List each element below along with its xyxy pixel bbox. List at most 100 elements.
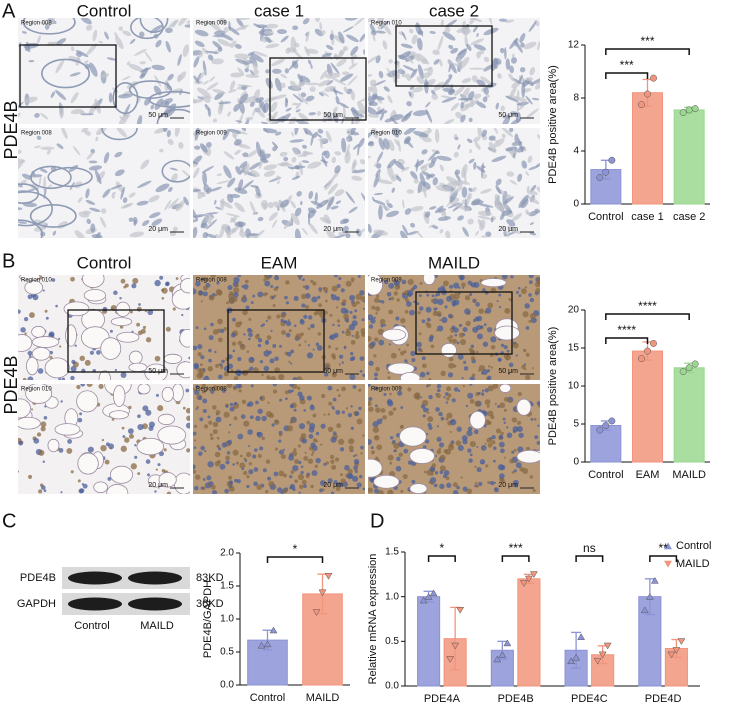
cell bbox=[121, 426, 125, 430]
cell bbox=[411, 357, 416, 363]
micrograph bbox=[368, 384, 540, 494]
cell bbox=[358, 138, 365, 148]
cell bbox=[137, 423, 144, 431]
column-title: case 1 bbox=[254, 1, 304, 20]
cell bbox=[305, 474, 310, 479]
cell bbox=[446, 397, 450, 401]
cell bbox=[263, 365, 270, 372]
cell bbox=[70, 46, 75, 52]
cell bbox=[85, 200, 96, 205]
cell bbox=[220, 366, 224, 370]
bar bbox=[632, 92, 663, 205]
alveolus bbox=[112, 82, 139, 115]
cell bbox=[467, 426, 473, 432]
cell bbox=[432, 177, 438, 186]
cell bbox=[528, 21, 537, 33]
cell bbox=[426, 317, 431, 322]
cell bbox=[398, 452, 403, 457]
data-point bbox=[529, 571, 538, 578]
cell bbox=[369, 23, 376, 33]
cell bbox=[155, 183, 170, 193]
cell bbox=[452, 490, 459, 494]
alveolus bbox=[179, 277, 190, 294]
cell bbox=[516, 101, 530, 106]
cell bbox=[461, 27, 469, 37]
cell bbox=[28, 59, 35, 63]
cell bbox=[440, 416, 445, 421]
significance-bracket bbox=[575, 555, 604, 562]
cell bbox=[18, 149, 22, 154]
cell bbox=[134, 48, 147, 56]
cell bbox=[386, 67, 395, 79]
cell bbox=[243, 420, 250, 427]
cell bbox=[378, 299, 382, 303]
cell bbox=[375, 407, 381, 413]
alveolus bbox=[24, 280, 44, 295]
scale-label: 20 μm bbox=[323, 482, 343, 489]
cell bbox=[270, 285, 274, 288]
cell bbox=[82, 483, 88, 489]
cell bbox=[248, 317, 252, 321]
cell bbox=[203, 327, 207, 331]
cell bbox=[246, 402, 251, 407]
cell bbox=[532, 488, 536, 492]
cell bbox=[111, 307, 114, 310]
cell bbox=[411, 34, 418, 45]
cell bbox=[264, 23, 279, 29]
cell bbox=[107, 476, 112, 481]
cell bbox=[330, 205, 339, 210]
cell bbox=[520, 288, 527, 295]
cell bbox=[90, 148, 96, 154]
cell bbox=[341, 410, 345, 414]
cell bbox=[525, 95, 533, 105]
region-label: Region 008 bbox=[21, 131, 52, 137]
cell bbox=[36, 432, 42, 437]
cell bbox=[406, 343, 410, 347]
cell bbox=[411, 51, 421, 62]
cell bbox=[368, 155, 371, 159]
cell bbox=[91, 234, 103, 238]
data-point bbox=[650, 576, 659, 584]
cell bbox=[370, 318, 376, 324]
cell bbox=[520, 42, 525, 48]
cell bbox=[431, 294, 435, 298]
cell bbox=[300, 470, 304, 475]
cell bbox=[393, 442, 400, 449]
cell bbox=[116, 128, 127, 138]
cell bbox=[349, 449, 353, 453]
significance-bracket bbox=[605, 48, 690, 55]
cell bbox=[229, 194, 241, 199]
cell bbox=[293, 448, 297, 452]
alveolus bbox=[381, 328, 407, 341]
cell bbox=[401, 166, 410, 172]
cell bbox=[511, 417, 518, 423]
cell bbox=[202, 478, 206, 481]
cell bbox=[425, 101, 431, 108]
alveolus bbox=[494, 325, 520, 341]
cell bbox=[511, 213, 523, 222]
cell bbox=[288, 117, 297, 124]
cell bbox=[136, 322, 141, 327]
cell bbox=[474, 141, 481, 150]
cell bbox=[204, 103, 210, 111]
cell bbox=[89, 62, 98, 77]
cell bbox=[249, 162, 262, 170]
cell bbox=[195, 474, 201, 480]
cell bbox=[296, 190, 302, 197]
cell bbox=[391, 128, 400, 138]
cell bbox=[436, 436, 442, 442]
cell bbox=[454, 86, 465, 96]
cell bbox=[276, 286, 279, 289]
alveolus bbox=[77, 452, 99, 475]
cell bbox=[428, 378, 432, 380]
cell bbox=[388, 282, 395, 289]
cell bbox=[248, 469, 254, 475]
cell bbox=[352, 143, 360, 150]
cell bbox=[330, 294, 337, 301]
cell bbox=[523, 41, 537, 50]
cell bbox=[426, 323, 432, 329]
cell bbox=[81, 128, 89, 133]
cell bbox=[250, 101, 255, 108]
cell bbox=[336, 319, 341, 323]
cell bbox=[386, 202, 393, 209]
